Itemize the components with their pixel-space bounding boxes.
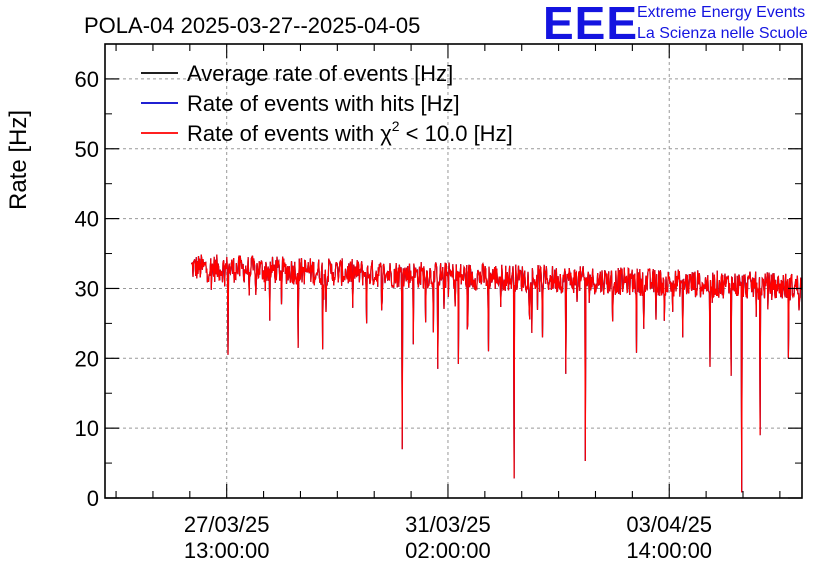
x-tick-label-date: 27/03/25 [184, 512, 270, 537]
x-tick-label-date: 03/04/25 [626, 512, 712, 537]
grid-lines [105, 44, 802, 498]
legend: Average rate of events [Hz] Rate of event… [141, 61, 513, 146]
y-tick-label: 40 [75, 207, 99, 232]
y-tick-label: 0 [87, 486, 99, 511]
x-tick-label-time: 14:00:00 [626, 538, 712, 563]
series-layer [190, 254, 802, 493]
y-tick-label: 60 [75, 67, 99, 92]
x-tick-label-time: 02:00:00 [405, 538, 491, 563]
x-tick-label-time: 13:00:00 [184, 538, 270, 563]
series-rate-chi2 [190, 254, 802, 493]
y-tick-label: 50 [75, 137, 99, 162]
y-tick-label: 10 [75, 416, 99, 441]
legend-label-0: Average rate of events [Hz] [187, 61, 453, 86]
eee-logo-line2: La Scienza nelle Scuole [637, 25, 808, 42]
y-axis-label: Rate [Hz] [5, 110, 32, 210]
y-tick-label: 20 [75, 346, 99, 371]
eee-logo-mark: EEE [543, 0, 639, 49]
legend-label-1: Rate of events with hits [Hz] [187, 91, 460, 116]
y-tick-label: 30 [75, 276, 99, 301]
y-axis-ticks: 0 10 20 30 40 50 60 [75, 67, 802, 511]
eee-logo-line1: Extreme Energy Events [637, 4, 806, 21]
legend-label-2: Rate of events with χ2 < 10.0 [Hz] [187, 118, 513, 146]
x-tick-label-date: 31/03/25 [405, 512, 491, 537]
chart-title: POLA-04 2025-03-27--2025-04-05 [84, 13, 420, 38]
plot-frame [104, 43, 803, 499]
